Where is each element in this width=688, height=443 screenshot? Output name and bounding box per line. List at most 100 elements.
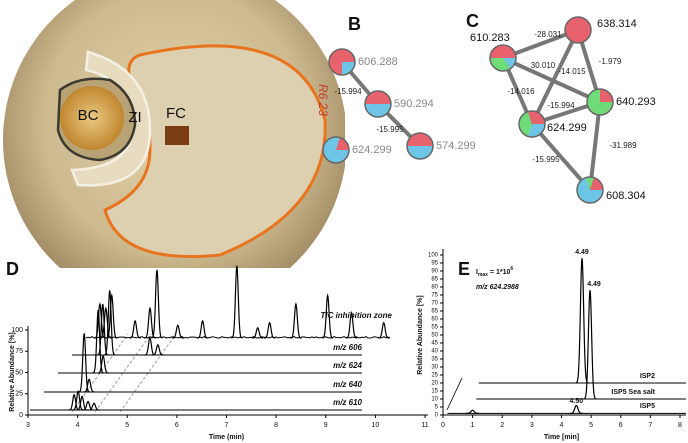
trace-baseline (85, 335, 391, 339)
y-tick-label: 50 (15, 369, 23, 376)
peak (378, 321, 390, 339)
y-tick-label: 100 (428, 253, 439, 259)
y-tick-label: 20 (431, 381, 438, 387)
edge-label: -14.015 (558, 67, 586, 76)
y-tick-label: 45 (431, 341, 438, 347)
pie-slice (527, 124, 545, 137)
x-tick-label: 6 (175, 422, 179, 429)
panel-label: B (348, 14, 361, 34)
peak (83, 378, 95, 393)
peak (97, 354, 109, 374)
edge-label: -15.994 (547, 101, 575, 110)
x-tick-label: 1 (471, 422, 475, 429)
peak (144, 306, 156, 339)
node-outline (328, 48, 356, 76)
imax-part: = 1*10 (488, 269, 510, 276)
y-tick-label: 35 (431, 357, 438, 363)
peak (322, 293, 334, 339)
edge-label: -1.979 (599, 57, 622, 66)
peak (196, 319, 209, 339)
node-label: 610.283 (470, 32, 510, 44)
node-outline (489, 44, 517, 72)
peak (466, 409, 480, 414)
peak (100, 306, 112, 339)
edge (588, 101, 602, 191)
y-axis-title: Relative Abundance [%] (417, 295, 424, 374)
imax-part: 6 (510, 266, 513, 272)
photo-label: FC (166, 105, 186, 122)
y-tick-label: 30 (431, 365, 438, 371)
pie-slice (585, 176, 595, 190)
node-label: 574.299 (436, 140, 476, 152)
node-label: 606.288 (358, 56, 398, 68)
peak (92, 309, 104, 374)
peak-label: 4.50 (570, 398, 584, 405)
node-label: 638.314 (597, 18, 637, 30)
plate-note: R6 23 (316, 84, 330, 116)
x-tick-label: 7 (648, 422, 652, 429)
y-tick-label: 5 (435, 405, 439, 411)
pie-slice (407, 133, 433, 146)
node-label: 590.294 (394, 98, 434, 110)
peak (264, 321, 276, 339)
panel-label: D (6, 259, 19, 279)
edge-label: -28.031 (534, 30, 562, 39)
y-tick-label: 40 (431, 349, 438, 355)
x-tick-label: 4 (76, 422, 80, 429)
y-tick-label: 90 (431, 269, 438, 275)
edge-label: 30.010 (531, 61, 556, 70)
pie-slice (342, 62, 355, 75)
x-tick-label: 8 (678, 422, 682, 429)
x-tick-label: 5 (125, 422, 129, 429)
y-tick-label: 55 (431, 325, 438, 331)
x-tick-label: 11 (421, 422, 428, 429)
trace-label: m/z 624 (333, 361, 362, 370)
trace-label: m/z 606 (333, 343, 362, 352)
peak (152, 343, 164, 356)
y-tick-label: 100 (11, 327, 23, 334)
y-tick-label: 15 (431, 389, 438, 395)
edge-label: -15.994 (334, 87, 362, 96)
y-tick-label: 60 (431, 317, 438, 323)
pie-slice (490, 45, 516, 58)
node-outline (586, 88, 614, 116)
plots: -15.994 -15.995 606.288 590.294 574.299 624.2… (9, 16, 686, 441)
node-outline (322, 136, 350, 164)
photo-label: BC (78, 107, 99, 124)
peak (575, 258, 589, 384)
peak (151, 269, 163, 339)
y-tick-label: 10 (431, 397, 438, 403)
y-tick-label: 50 (431, 333, 438, 339)
pie-slice (329, 49, 355, 75)
x-tick-label: 3 (530, 422, 534, 429)
pie-slice (519, 111, 532, 137)
x-tick-label: 2 (500, 422, 504, 429)
y-tick-label: 65 (431, 309, 438, 315)
peak (97, 303, 109, 356)
node-outline (406, 132, 434, 160)
y-tick-label: 25 (15, 391, 23, 398)
peak (290, 302, 302, 339)
pie-slice (336, 137, 349, 150)
x-tick-label: 0 (441, 422, 445, 429)
node-label: 624.299 (352, 144, 392, 156)
peak (569, 404, 583, 414)
edge-label: -14.016 (507, 87, 535, 96)
x-tick-label: 4 (560, 422, 564, 429)
y-tick-label: 75 (431, 293, 438, 299)
y-tick-label: 85 (431, 277, 438, 283)
peak (129, 319, 141, 339)
node-outline (564, 16, 592, 44)
x-tick-label: 8 (274, 422, 278, 429)
peak (583, 290, 597, 400)
y-tick-label: 25 (431, 373, 438, 379)
y-tick-label: 75 (15, 348, 23, 355)
peak (88, 402, 100, 411)
trace-label: TIC inhibition zone (320, 311, 392, 320)
y-tick-label: 95 (431, 261, 438, 267)
peak (78, 333, 90, 393)
plate-photo: BC ZI FC R6 23 (0, 0, 345, 268)
imax-part: I (476, 269, 478, 276)
panel-label: C (466, 11, 479, 31)
